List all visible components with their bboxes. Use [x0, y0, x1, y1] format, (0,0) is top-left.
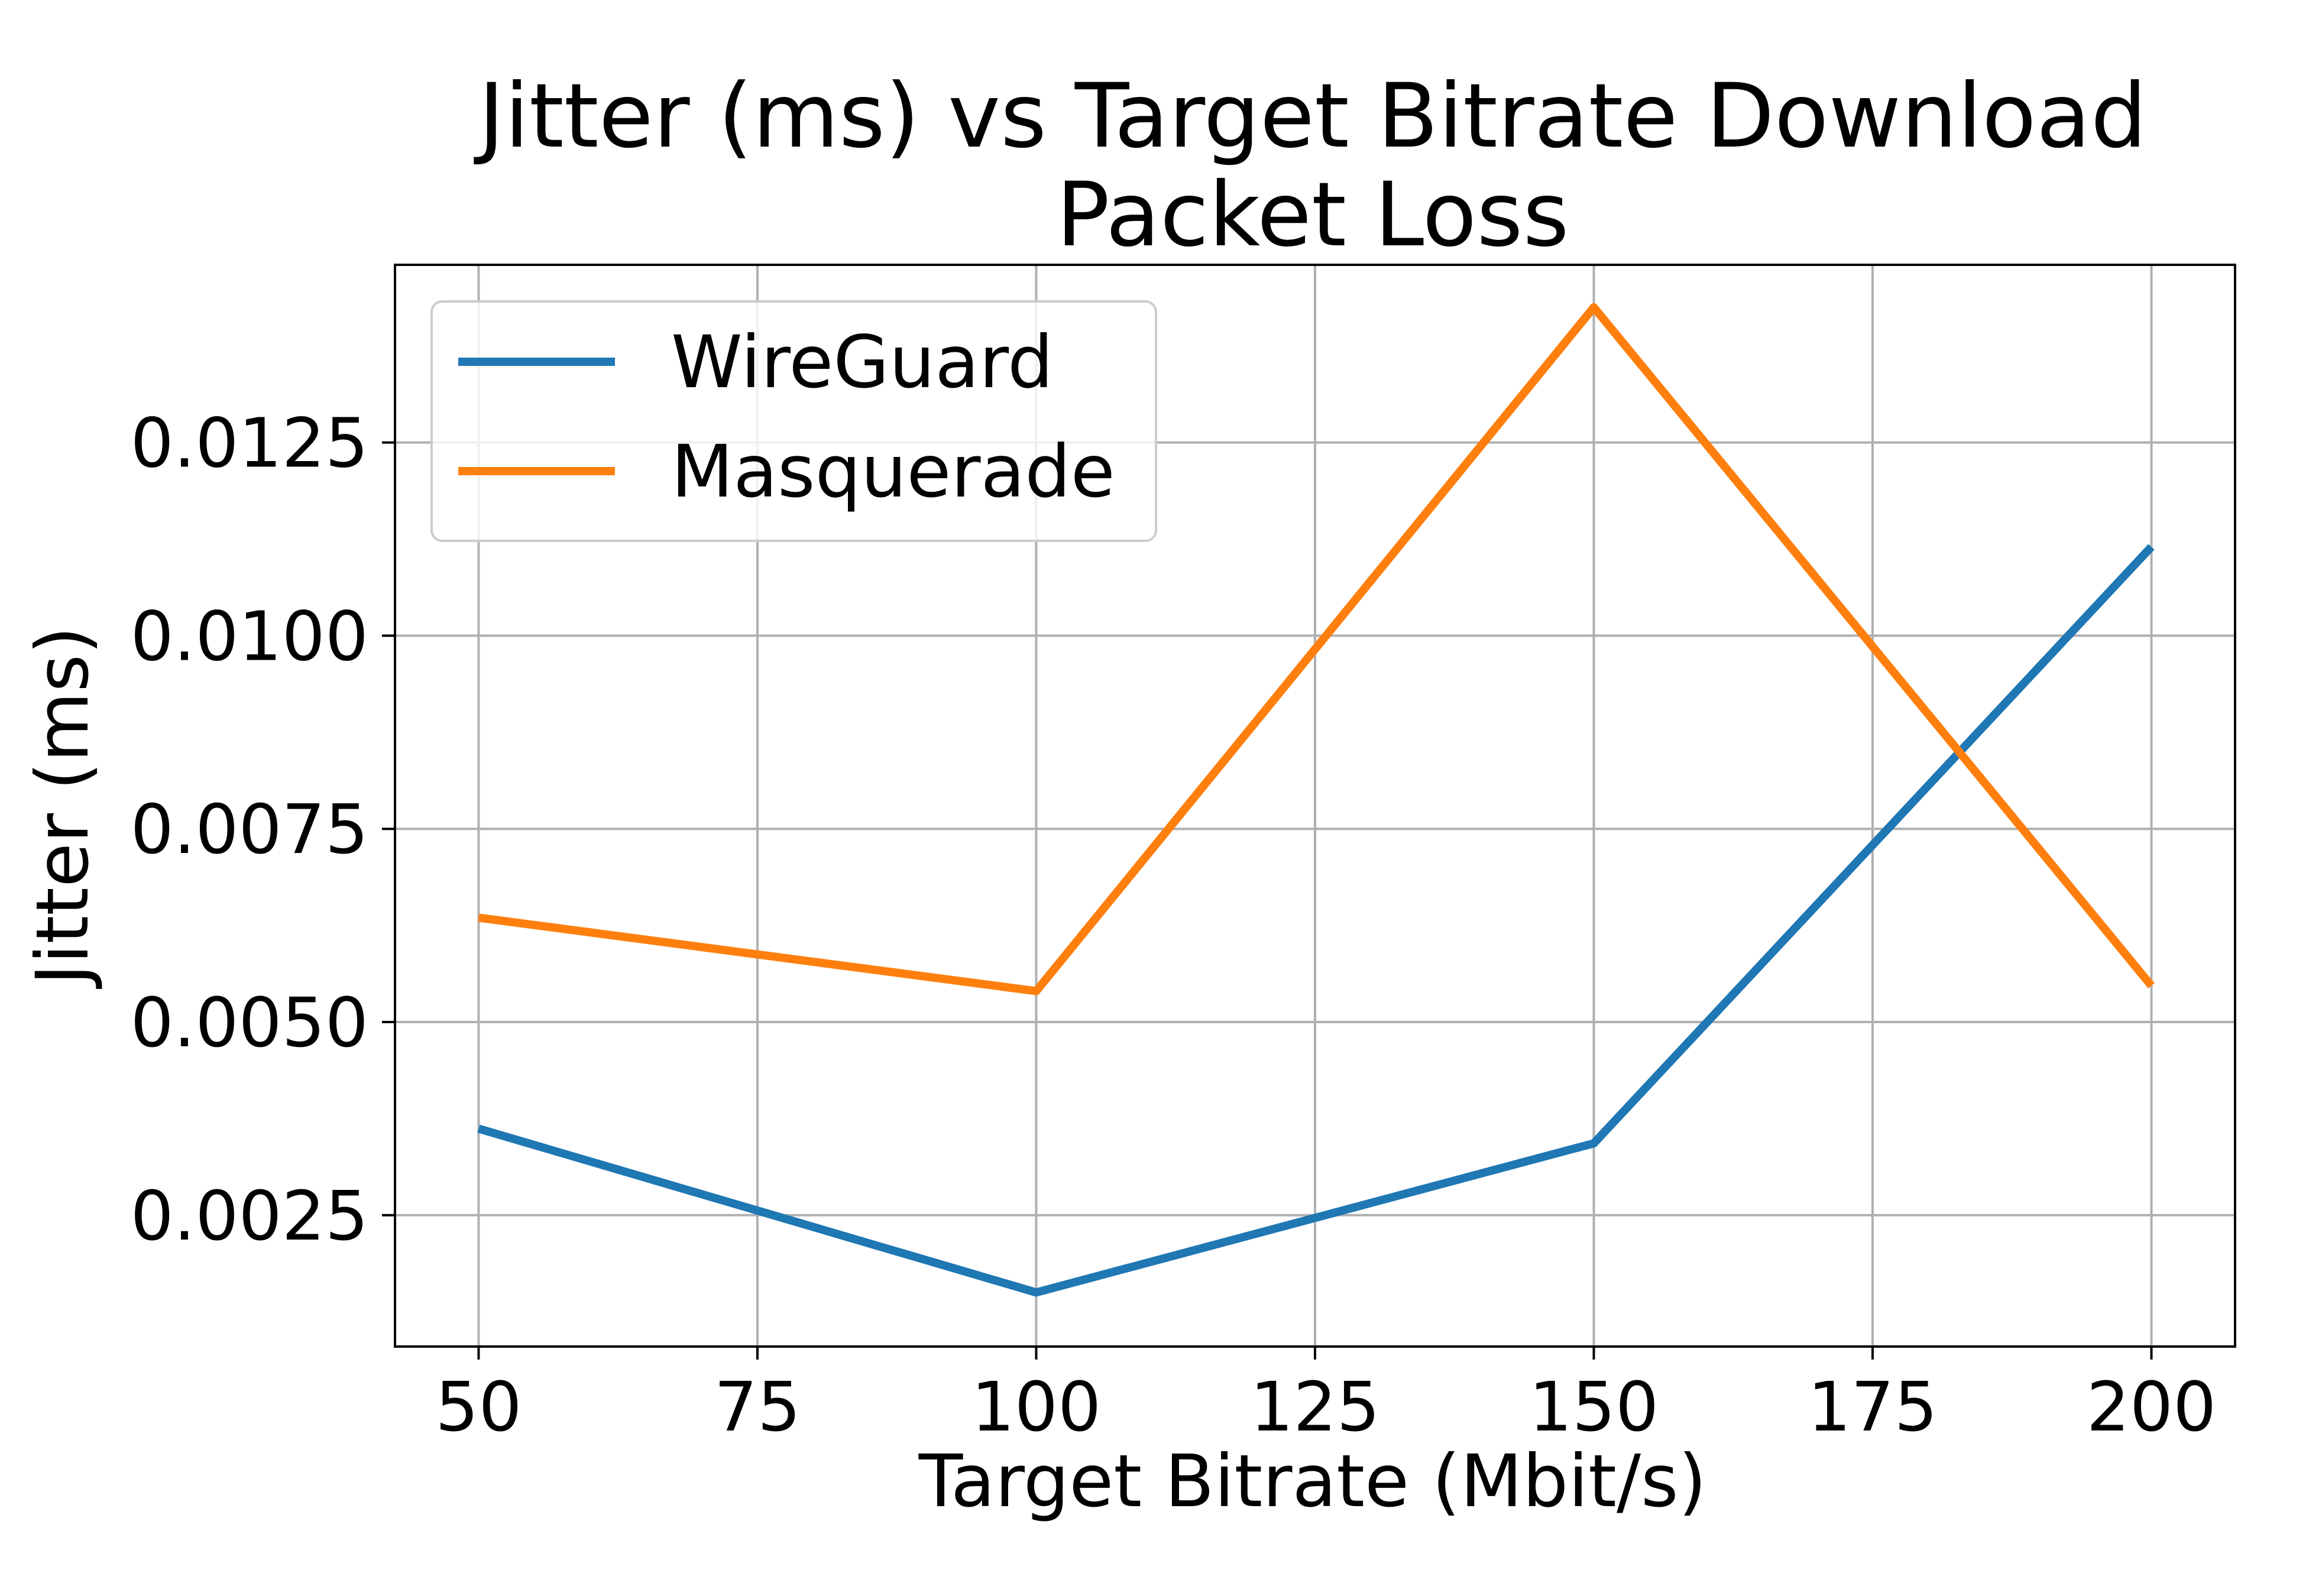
- y-tick-label: 0.0100: [131, 597, 368, 676]
- x-axis-ticks: 50 75 100 125 150 175 200: [435, 1347, 2216, 1447]
- series-lines: [477, 303, 2155, 1297]
- x-tick-label: 200: [2087, 1368, 2217, 1447]
- y-tick-label: 0.0050: [131, 984, 368, 1063]
- legend-label-masquerade: Masquerade: [671, 430, 1115, 514]
- x-tick-label: 125: [1250, 1368, 1380, 1447]
- y-tick-label: 0.0125: [131, 404, 368, 484]
- y-tick-label: 0.0075: [131, 790, 368, 870]
- x-tick-label: 100: [971, 1368, 1102, 1447]
- legend: WireGuard Masquerade: [430, 300, 1157, 542]
- y-axis-ticks: 0.0025 0.0050 0.0075 0.0100 0.0125: [131, 404, 395, 1256]
- series-line-masquerade: [478, 303, 2155, 995]
- chart-title-line-1: Jitter (ms) vs Target Bitrate Download: [474, 65, 2147, 168]
- y-axis-label: Jitter (ms): [21, 626, 105, 989]
- x-tick-label: 150: [1529, 1368, 1659, 1447]
- legend-label-wireguard: WireGuard: [671, 320, 1053, 404]
- x-tick-label: 50: [435, 1368, 522, 1447]
- chart-title-line-2: Packet Loss: [1056, 164, 1569, 267]
- series-line-wireguard: [477, 544, 2155, 1297]
- x-tick-label: 75: [714, 1368, 801, 1447]
- y-tick-label: 0.0025: [131, 1177, 368, 1256]
- x-axis-label: Target Bitrate (Mbit/s): [918, 1439, 1707, 1523]
- x-tick-label: 175: [1808, 1368, 1938, 1447]
